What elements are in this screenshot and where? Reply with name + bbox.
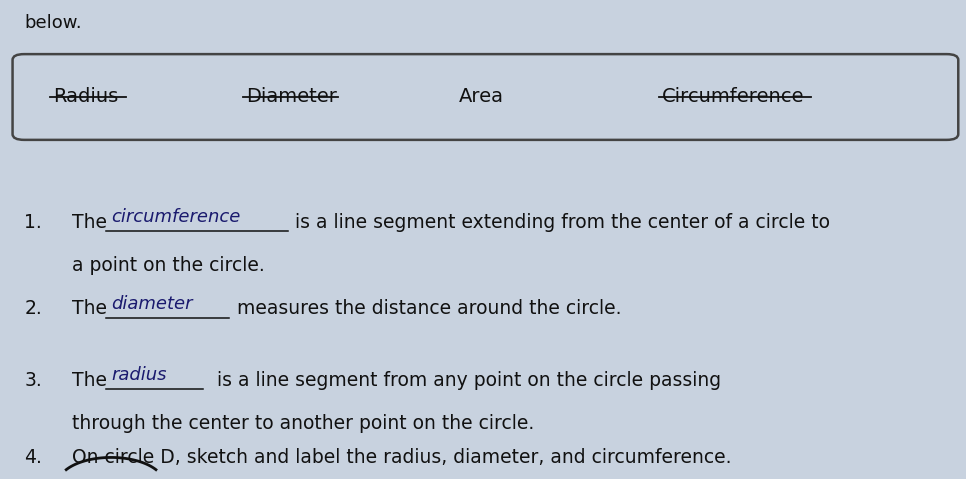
Text: 1.: 1. [24, 213, 42, 232]
Text: a point on the circle.: a point on the circle. [72, 256, 266, 275]
FancyBboxPatch shape [13, 54, 958, 140]
Text: circumference: circumference [111, 208, 241, 227]
Text: radius: radius [111, 366, 166, 385]
Text: The: The [72, 371, 107, 390]
Text: 4.: 4. [24, 448, 43, 467]
Text: Circumference: Circumference [662, 88, 805, 106]
Text: measures the distance around the circle.: measures the distance around the circle. [237, 299, 621, 319]
Text: is a line segment from any point on the circle passing: is a line segment from any point on the … [217, 371, 722, 390]
Text: through the center to another point on the circle.: through the center to another point on t… [72, 414, 535, 433]
Text: Radius: Radius [53, 88, 119, 106]
Text: diameter: diameter [111, 295, 192, 313]
Text: is a line segment extending from the center of a circle to: is a line segment extending from the cen… [295, 213, 830, 232]
Text: 3.: 3. [24, 371, 42, 390]
Text: The: The [72, 299, 107, 319]
Text: Area: Area [459, 88, 504, 106]
Text: Diameter: Diameter [246, 88, 337, 106]
Text: On circle D, sketch and label the radius, diameter, and circumference.: On circle D, sketch and label the radius… [72, 448, 732, 467]
Text: The: The [72, 213, 107, 232]
Text: 2.: 2. [24, 299, 42, 319]
Text: below.: below. [24, 14, 82, 33]
